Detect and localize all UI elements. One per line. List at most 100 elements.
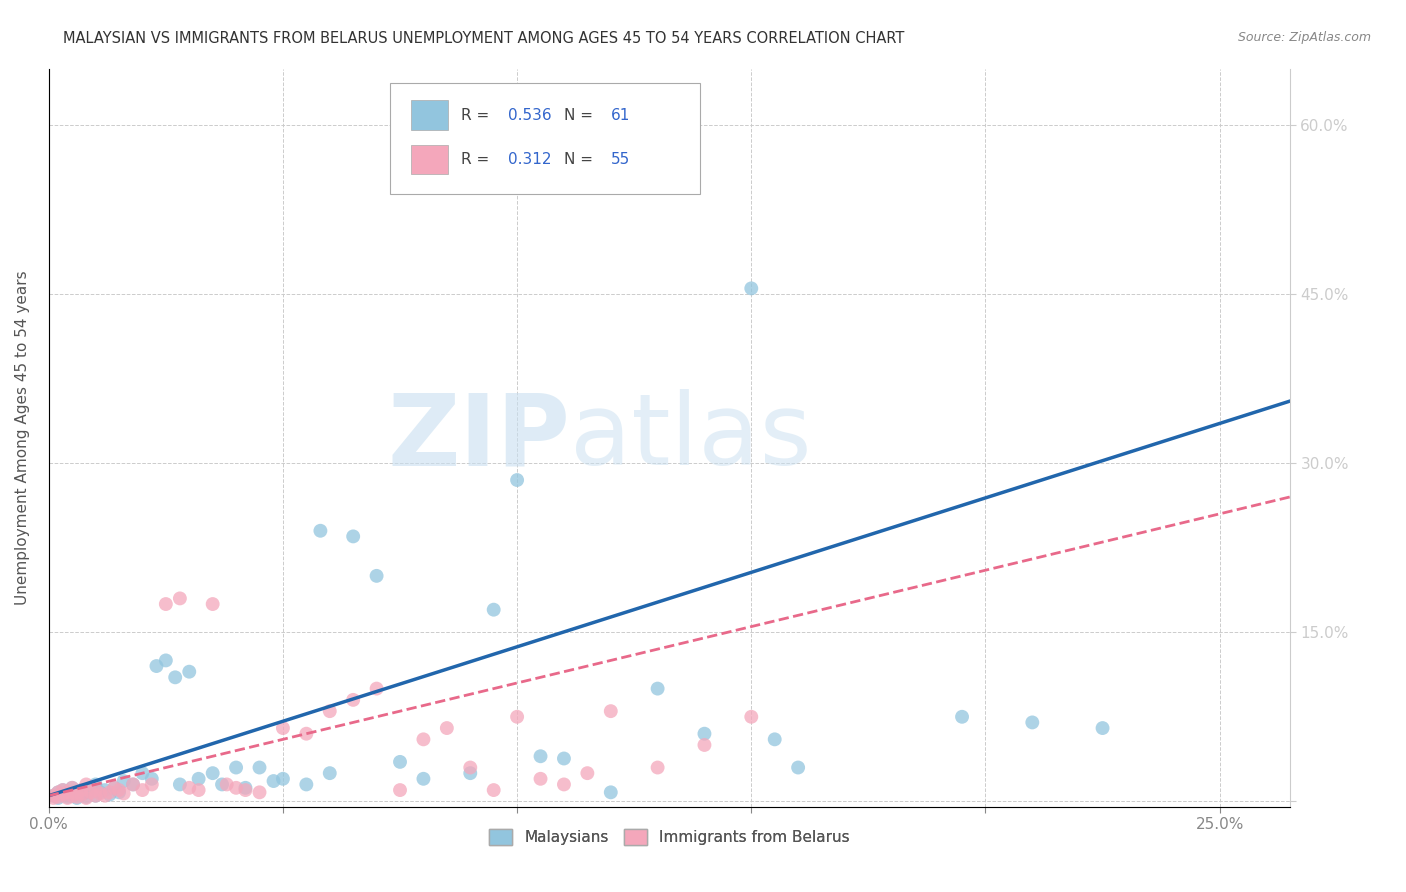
Point [179, 780, 201, 795]
Point [98, 788, 121, 802]
FancyBboxPatch shape [411, 145, 449, 174]
Point [70, 788, 93, 802]
Point [225, 760, 247, 774]
Point [155, 653, 177, 667]
Point [366, 681, 388, 696]
Point [553, 777, 575, 791]
Point [42, 789, 65, 803]
Point [950, 710, 973, 724]
Point [141, 772, 163, 786]
FancyBboxPatch shape [389, 83, 700, 194]
Point [60, 789, 83, 803]
Point [75, 785, 97, 799]
Point [169, 777, 191, 791]
Point [112, 787, 135, 801]
Point [763, 732, 786, 747]
Point [66, 787, 89, 801]
Point [482, 783, 505, 797]
Text: ZIP: ZIP [387, 389, 569, 486]
Point [787, 760, 810, 774]
Legend: Malaysians, Immigrants from Belarus: Malaysians, Immigrants from Belarus [482, 822, 856, 851]
Point [295, 727, 318, 741]
Point [52, 783, 75, 797]
Point [263, 774, 285, 789]
Point [56, 789, 79, 804]
Text: atlas: atlas [569, 389, 811, 486]
Point [122, 777, 145, 791]
Point [94, 783, 117, 797]
Point [66, 787, 89, 801]
Point [235, 780, 257, 795]
Point [103, 780, 125, 795]
Point [70, 788, 93, 802]
Point [576, 766, 599, 780]
Point [179, 665, 201, 679]
Point [70, 783, 93, 797]
Point [89, 787, 111, 801]
Point [389, 755, 412, 769]
Point [529, 749, 551, 764]
Point [366, 569, 388, 583]
Text: 55: 55 [612, 152, 630, 167]
Point [342, 693, 364, 707]
Point [1091, 721, 1114, 735]
Point [131, 783, 153, 797]
Point [80, 785, 103, 799]
Point [211, 777, 233, 791]
Point [201, 597, 224, 611]
Point [84, 783, 107, 797]
Point [145, 659, 167, 673]
Point [89, 785, 111, 799]
Point [141, 777, 163, 791]
Point [693, 727, 716, 741]
Y-axis label: Unemployment Among Ages 45 to 54 years: Unemployment Among Ages 45 to 54 years [15, 270, 30, 605]
Text: 61: 61 [612, 108, 630, 122]
Text: MALAYSIAN VS IMMIGRANTS FROM BELARUS UNEMPLOYMENT AMONG AGES 45 TO 54 YEARS CORR: MALAYSIAN VS IMMIGRANTS FROM BELARUS UNE… [63, 31, 904, 46]
Point [647, 760, 669, 774]
Point [52, 788, 75, 802]
Point [529, 772, 551, 786]
Point [60, 789, 83, 803]
Point [215, 777, 238, 791]
Point [740, 281, 762, 295]
Point [1021, 715, 1043, 730]
Point [60, 780, 83, 795]
Point [66, 789, 89, 804]
Point [108, 783, 131, 797]
Point [42, 789, 65, 803]
Point [75, 777, 97, 791]
Point [553, 751, 575, 765]
Point [187, 772, 209, 786]
Point [647, 681, 669, 696]
Point [249, 760, 271, 774]
Point [319, 704, 342, 718]
Point [271, 721, 294, 735]
Point [84, 789, 107, 803]
Point [187, 783, 209, 797]
Point [75, 789, 97, 804]
Point [56, 785, 79, 799]
Point [458, 766, 481, 780]
Point [506, 473, 529, 487]
Point [436, 721, 458, 735]
Point [389, 783, 412, 797]
Text: N =: N = [564, 108, 598, 122]
Point [482, 603, 505, 617]
Point [740, 710, 762, 724]
Point [342, 529, 364, 543]
Point [52, 783, 75, 797]
Point [60, 780, 83, 795]
Text: Source: ZipAtlas.com: Source: ZipAtlas.com [1237, 31, 1371, 45]
Point [42, 791, 65, 805]
Point [108, 785, 131, 799]
Point [46, 791, 69, 805]
Point [412, 772, 434, 786]
Text: 0.312: 0.312 [508, 152, 551, 167]
Text: R =: R = [461, 108, 494, 122]
Point [201, 766, 224, 780]
Point [235, 783, 257, 797]
Point [46, 785, 69, 799]
Point [84, 777, 107, 791]
Point [94, 789, 117, 803]
Point [84, 789, 107, 803]
